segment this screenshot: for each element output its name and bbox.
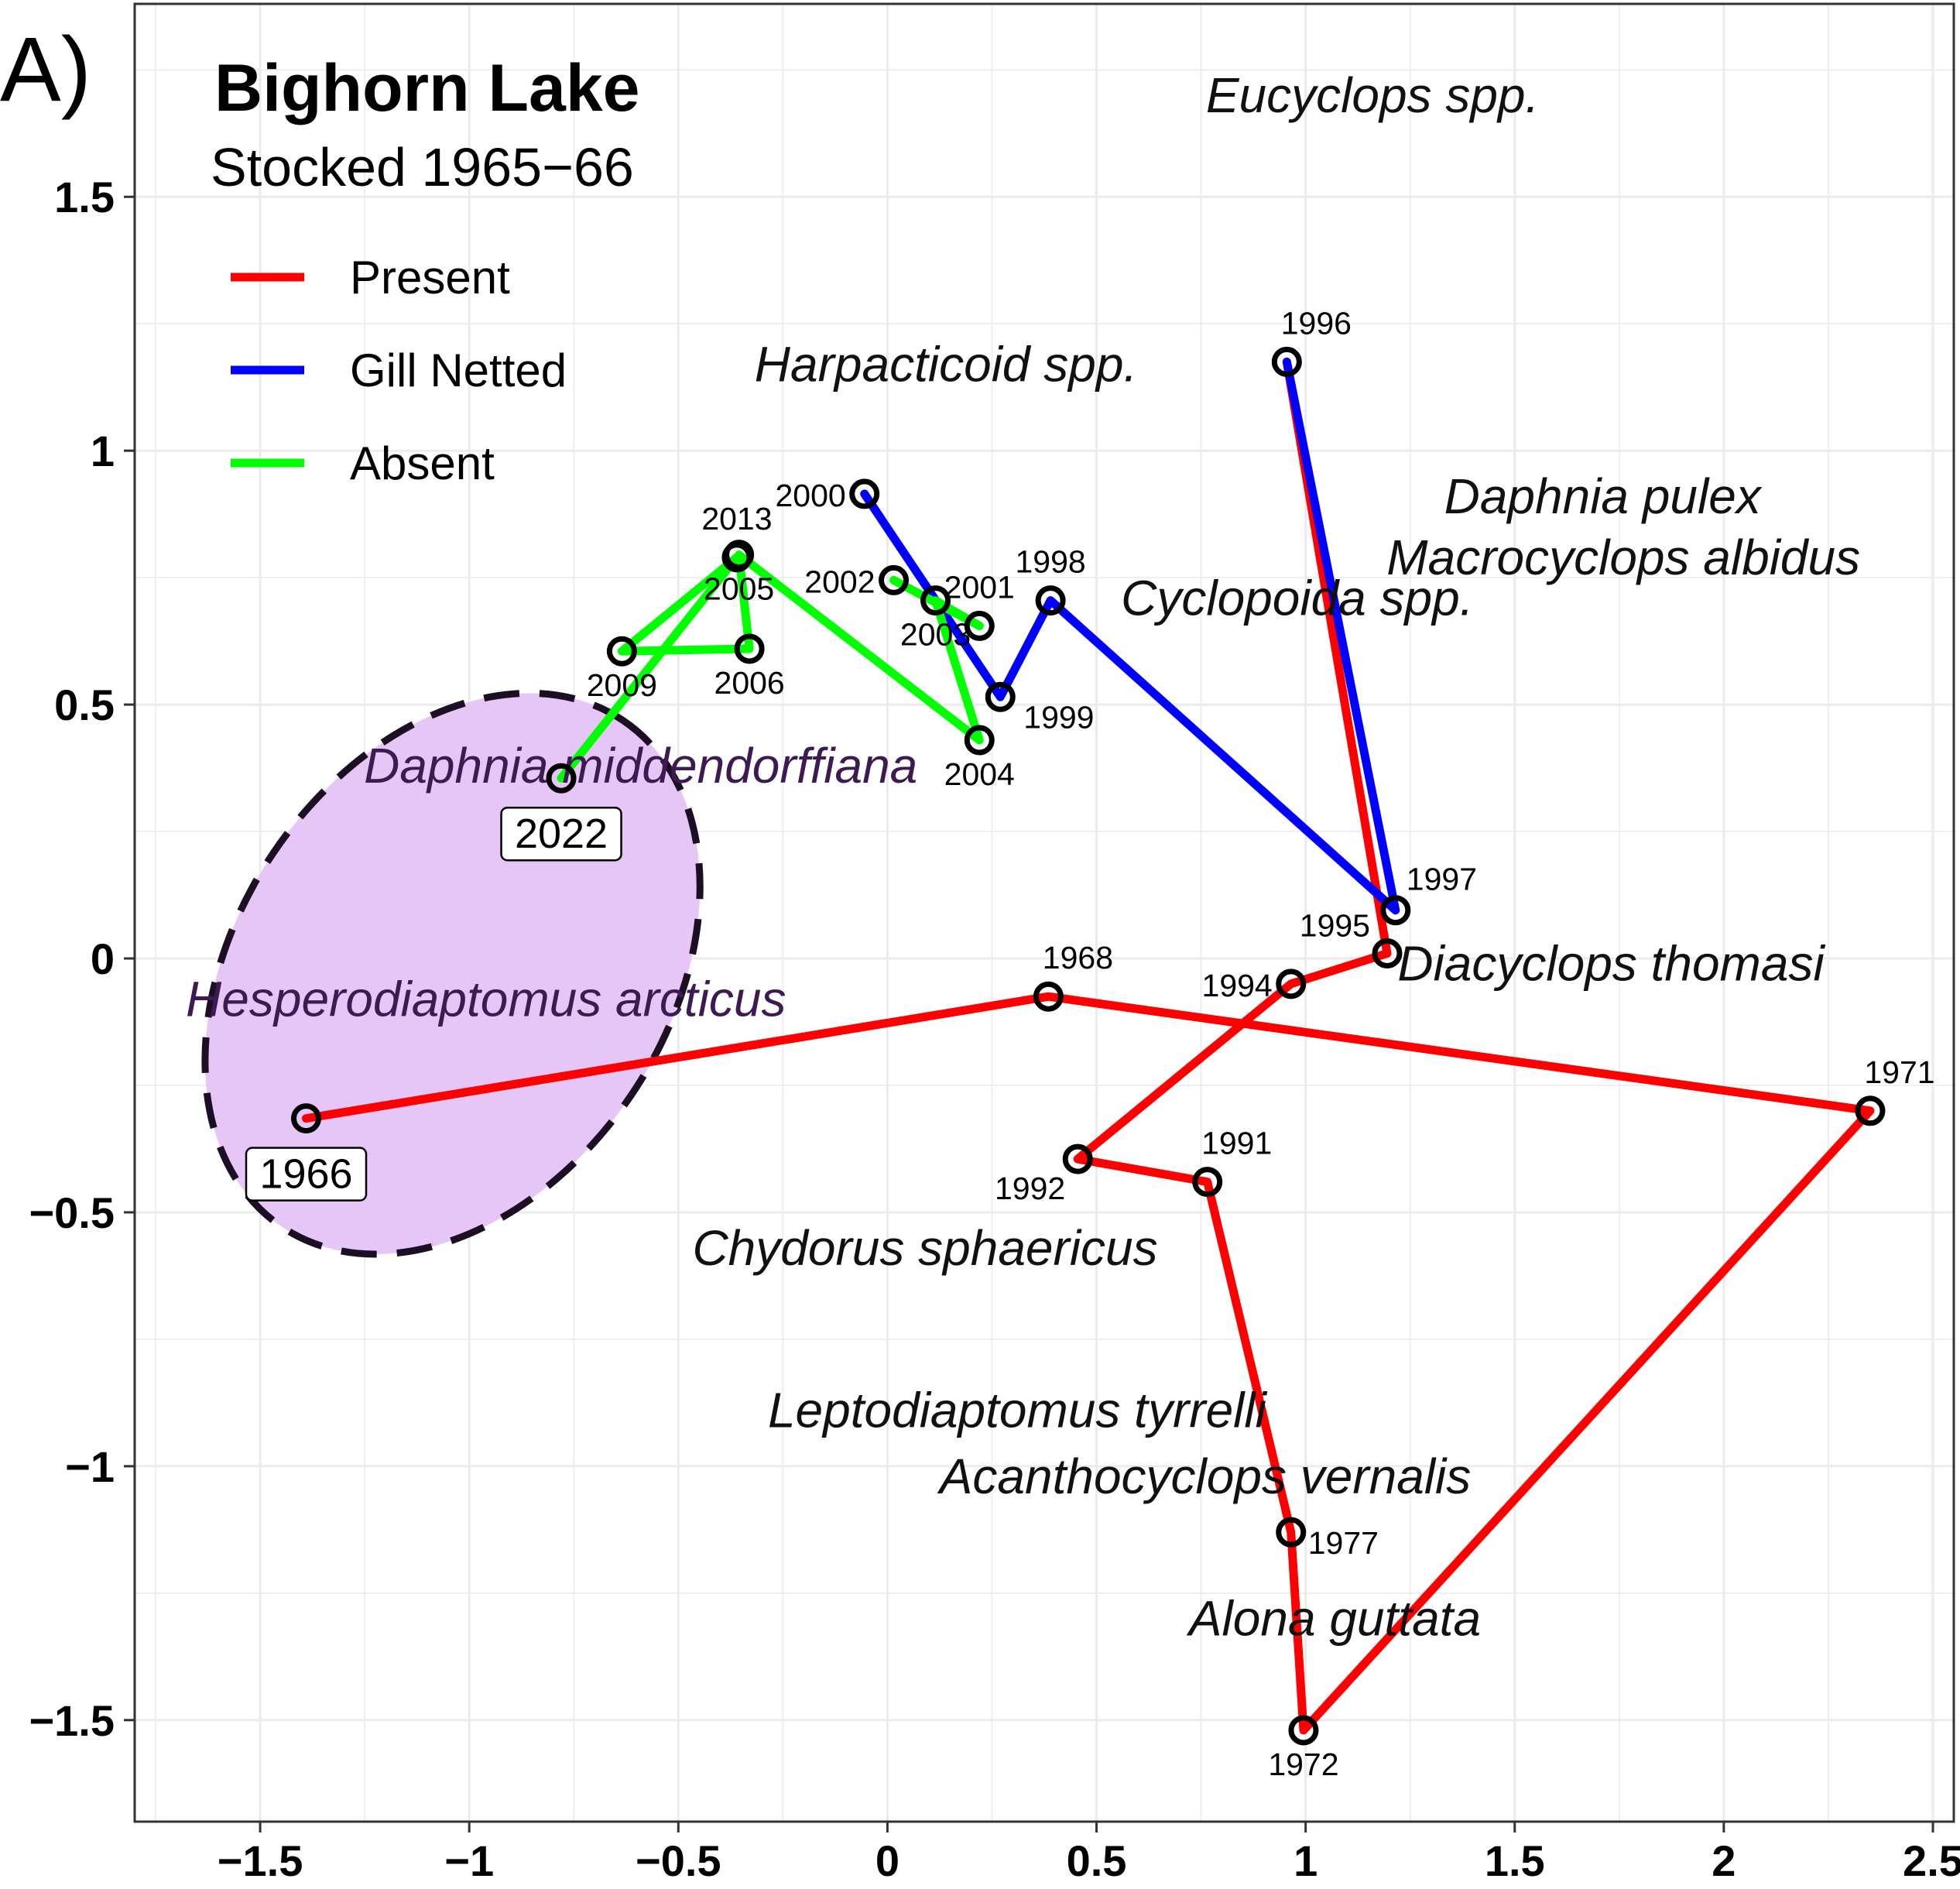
series-lines (301, 357, 1875, 1735)
year-point (290, 1103, 321, 1134)
legend-label-absent: Absent (350, 437, 495, 489)
year-label: 1992 (995, 1171, 1065, 1206)
year-label: 2002 (804, 564, 875, 599)
year-label: 1972 (1268, 1747, 1338, 1782)
species-label: Alona guttata (1186, 1591, 1481, 1647)
species-label: Harpacticoid spp. (755, 337, 1137, 393)
year-label: 1966 (259, 1151, 352, 1198)
year-label: 2005 (704, 571, 774, 607)
chart-subtitle: Stocked 1965−66 (211, 137, 634, 197)
year-label: 2013 (701, 501, 772, 537)
x-tick-label: 1 (1294, 1836, 1318, 1885)
x-tick-label: 0 (875, 1836, 899, 1885)
year-point (546, 763, 577, 794)
year-label: 2001 (944, 569, 1015, 605)
year-label-box (500, 806, 622, 862)
panel-label: A) (0, 19, 91, 121)
x-tick-label: −1.5 (218, 1836, 303, 1885)
year-point (1276, 968, 1307, 999)
year-label: 1994 (1202, 968, 1273, 1003)
year-point (1288, 1715, 1319, 1746)
year-point (849, 478, 880, 509)
grid-lines (135, 4, 1954, 1822)
boxed-year-label: 1966 (245, 1147, 368, 1202)
year-point (920, 585, 951, 616)
year-label: 1971 (1864, 1054, 1934, 1090)
species-label: Leptodiaptomus tyrrelli (768, 1383, 1268, 1438)
x-tick-label: 1.5 (1485, 1836, 1545, 1885)
legend-label-gill-netted: Gill Netted (350, 345, 567, 396)
species-label: Daphnia pulex (1444, 468, 1763, 524)
species-label: Cyclopoida spp. (1121, 570, 1473, 626)
axis-ticks: −1.5 −1 −0.5 0 0.5 1 1.5 2 2.5 −1.5 −1 −0.5 0 0.5 1 1.5 (29, 173, 1960, 1885)
year-point (1855, 1095, 1886, 1126)
year-point (721, 542, 752, 573)
year-label: 2022 (515, 811, 608, 857)
year-label: 1991 (1201, 1126, 1272, 1161)
y-tick-label: 0 (91, 934, 115, 983)
year-label: 1999 (1023, 699, 1094, 735)
year-point (1035, 585, 1066, 616)
legend-label-present: Present (350, 252, 510, 303)
year-label: 1997 (1407, 862, 1477, 897)
year-label: 1998 (1015, 544, 1085, 580)
year-label: 2006 (714, 665, 785, 701)
year-point (1271, 346, 1302, 377)
species-label: Daphnia middendorffiana (364, 738, 917, 794)
year-point (1192, 1167, 1223, 1198)
series-line-gill-netted (860, 357, 1400, 915)
series-line-absent (557, 550, 984, 783)
year-point (734, 633, 765, 664)
species-labels: Eucyclops spp. Harpacticoid spp. Daphnia p… (186, 67, 1860, 1647)
y-tick-label: −1.5 (29, 1696, 115, 1745)
year-point (964, 725, 995, 756)
year-point (1372, 938, 1403, 968)
year-label: 2009 (587, 667, 657, 703)
x-tick-label: 2.5 (1903, 1836, 1960, 1885)
year-point (1380, 895, 1411, 926)
year-label: 1995 (1300, 907, 1370, 943)
y-tick-label: −0.5 (29, 1188, 115, 1237)
year-label: 2004 (944, 756, 1015, 792)
year-point (985, 681, 1016, 712)
x-tick-label: −0.5 (636, 1836, 721, 1885)
year-point (1276, 1517, 1307, 1548)
species-label: Chydorus sphaericus (692, 1220, 1157, 1276)
x-tick-label: 0.5 (1067, 1836, 1127, 1885)
x-tick-label: −1 (444, 1836, 494, 1885)
y-tick-label: 1.5 (54, 173, 115, 221)
year-label: 2003 (900, 617, 971, 653)
x-tick-label: 2 (1712, 1836, 1736, 1885)
species-label: Diacyclops thomasi (1397, 936, 1825, 992)
year-point (964, 610, 995, 641)
year-point (1033, 981, 1064, 1012)
year-points (290, 346, 1886, 1746)
year-labels: 1966 1968 1971 1972 1977 1991 1992 1994 1995 1996… (245, 305, 1935, 1782)
y-tick-label: −1 (65, 1442, 115, 1491)
panel-border (133, 2, 1955, 1823)
year-label: 1968 (1043, 940, 1113, 975)
species-label: Acanthocyclops vernalis (937, 1448, 1472, 1504)
year-label-box (245, 1147, 368, 1202)
species-label: Hesperodiaptomus arcticus (186, 971, 786, 1027)
species-label: Macrocyclops albidus (1386, 530, 1860, 585)
chart-title: Bighorn Lake (214, 51, 640, 125)
y-tick-label: 0.5 (54, 681, 115, 729)
year-label: 1977 (1308, 1525, 1379, 1561)
legend: Present Gill Netted Absent (231, 252, 567, 489)
species-label: Eucyclops spp. (1206, 67, 1539, 123)
boxed-year-label: 2022 (500, 806, 622, 862)
y-tick-label: 1 (91, 427, 115, 475)
series-line-present (301, 948, 1875, 1735)
year-label: 1996 (1281, 305, 1352, 341)
year-point (879, 564, 910, 595)
year-point (606, 636, 637, 667)
year-label: 2000 (775, 478, 845, 513)
year-point (1062, 1143, 1093, 1174)
